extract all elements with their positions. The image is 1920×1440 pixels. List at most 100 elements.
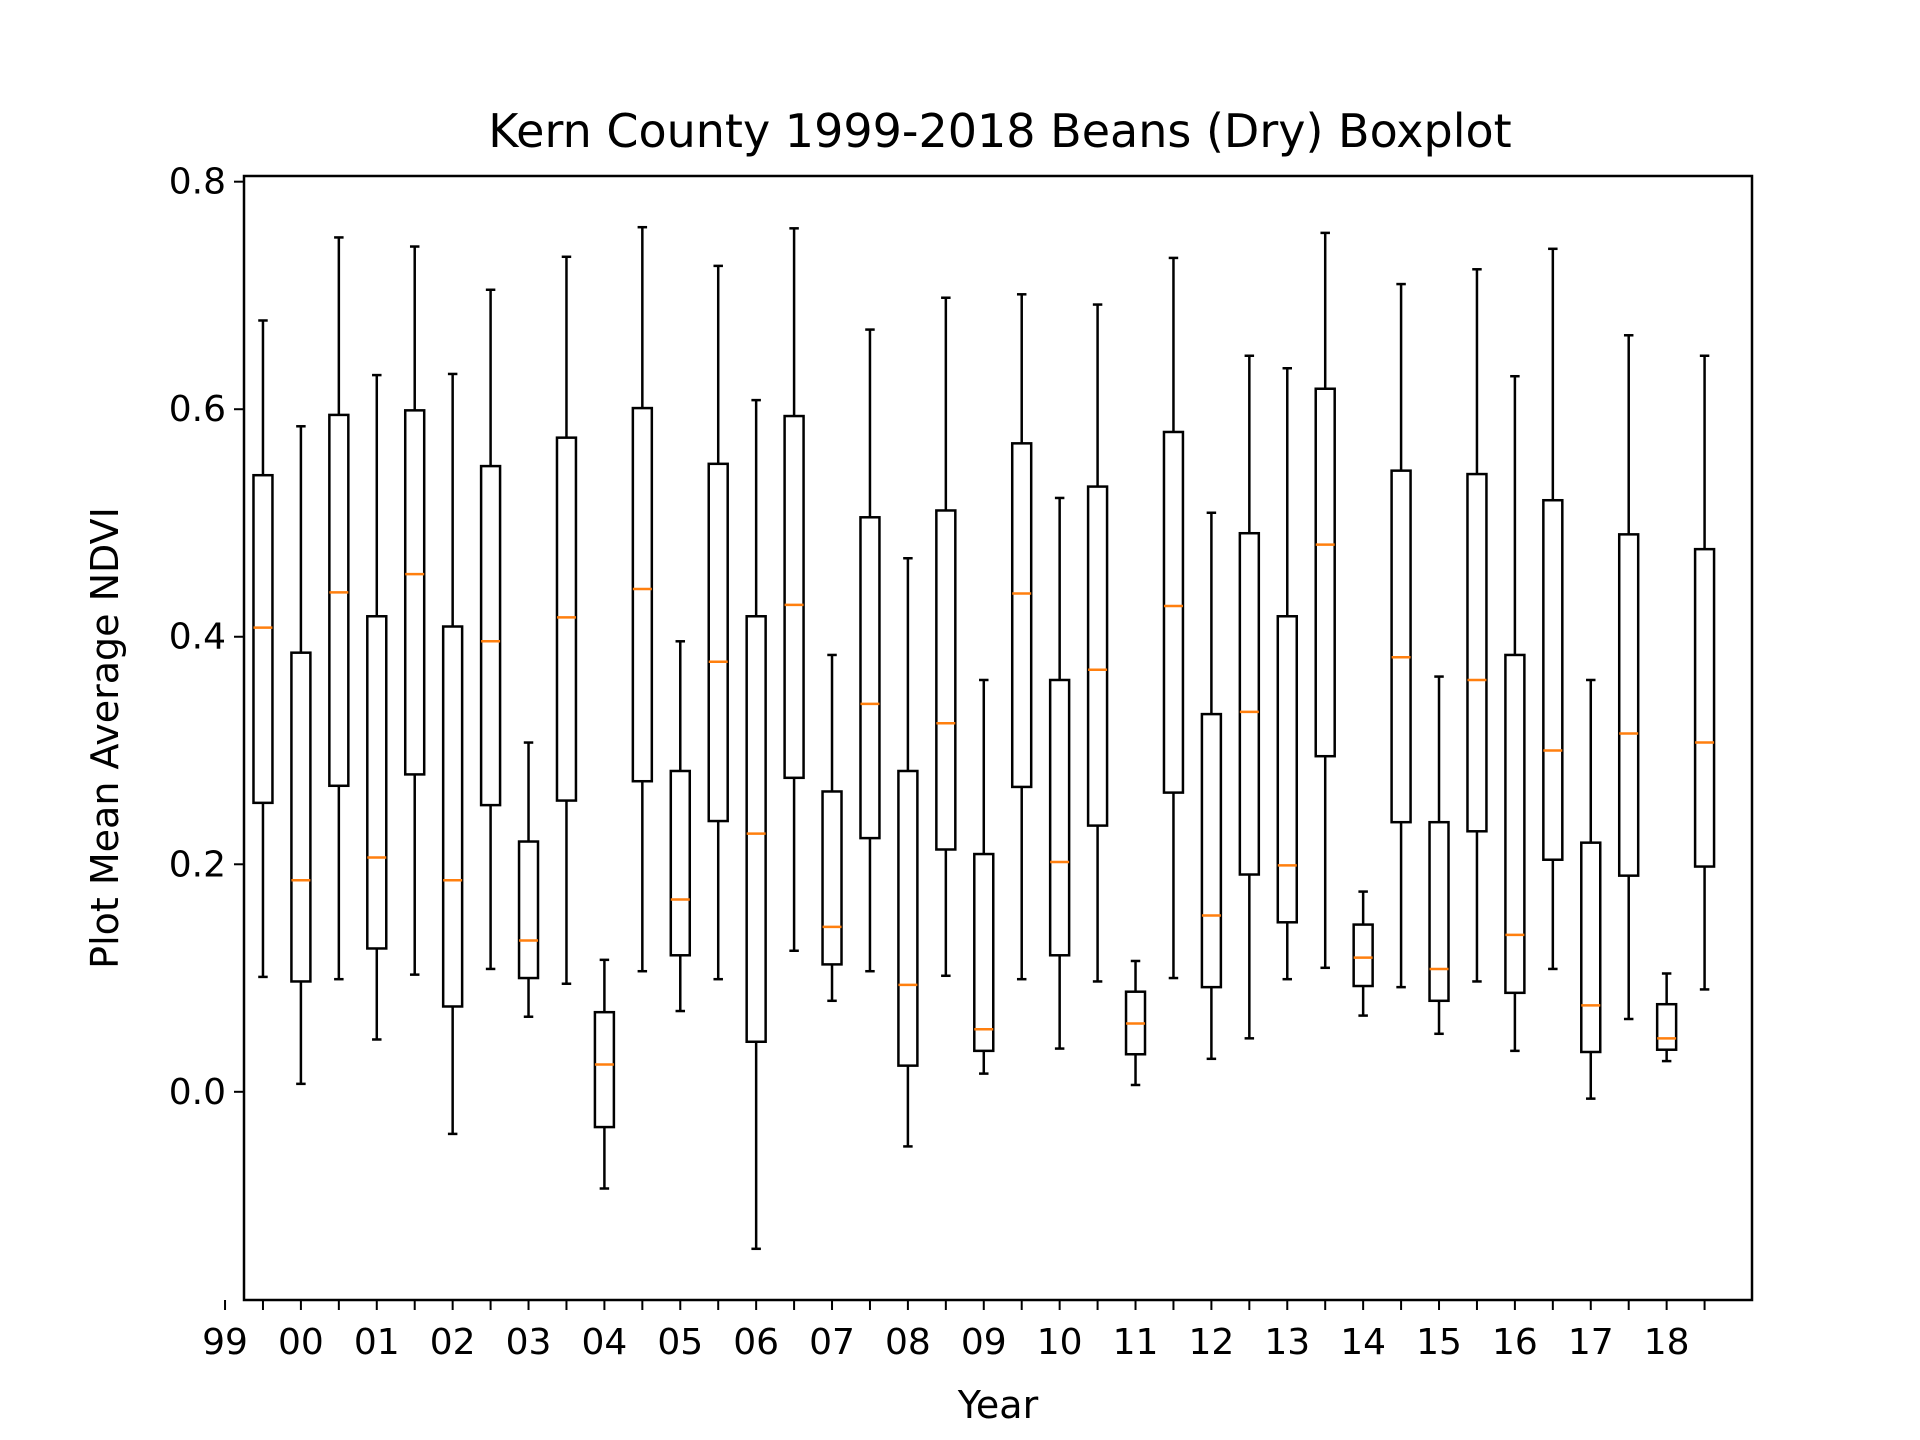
box-iqr (1693, 547, 1716, 868)
box-iqr (897, 769, 919, 1067)
box-iqr (631, 406, 654, 783)
box-33 (1466, 268, 1488, 983)
box-7 (479, 288, 502, 971)
box-iqr (1466, 472, 1488, 833)
box-6 (441, 372, 464, 1136)
box-iqr (1162, 430, 1185, 794)
x-tick-label: 00 (278, 1322, 324, 1363)
box-28 (1276, 367, 1299, 981)
box-26 (1200, 511, 1223, 1061)
box-iqr (783, 414, 805, 780)
box-14 (745, 398, 767, 1251)
box-iqr (403, 409, 426, 776)
box-iqr (1655, 1002, 1678, 1051)
x-axis-title: Year (957, 1383, 1039, 1427)
x-tick-label: 99 (202, 1322, 248, 1363)
box-iqr (479, 464, 502, 807)
box-iqr (935, 509, 957, 851)
box-29 (1314, 231, 1336, 970)
box-iqr (1238, 531, 1261, 876)
x-axis: 99 00 01 02 03 04 05 06 07 08 09 10 11 12 13 14 15 16 17 18 (202, 1300, 1706, 1363)
box-16 (821, 653, 843, 1003)
y-tick-label: 0.8 (169, 162, 226, 203)
box-36 (1580, 678, 1602, 1100)
box-iqr (973, 852, 995, 1053)
box-19 (935, 296, 957, 978)
box-38 (1655, 972, 1678, 1063)
box-iqr (555, 436, 578, 802)
box-34 (1504, 374, 1526, 1053)
box-iqr (1276, 615, 1299, 924)
x-tick-label: 18 (1644, 1322, 1690, 1363)
box-iqr (1428, 820, 1450, 1003)
box-iqr (328, 413, 350, 788)
box-32 (1428, 675, 1450, 1036)
x-tick-label: 10 (1037, 1322, 1083, 1363)
box-39 (1693, 354, 1716, 991)
box-iqr (252, 473, 274, 805)
box-11 (631, 225, 654, 973)
box-18 (897, 557, 919, 1148)
chart-title: Kern County 1999-2018 Beans (Dry) Boxplo… (488, 104, 1511, 158)
x-tick-label: 03 (506, 1322, 552, 1363)
x-tick-label: 06 (733, 1322, 779, 1363)
box-27 (1238, 354, 1261, 1040)
x-tick-label: 12 (1188, 1322, 1234, 1363)
box-iqr (821, 790, 843, 966)
x-tick-label: 17 (1568, 1322, 1614, 1363)
box-8 (517, 741, 540, 1018)
box-3 (328, 236, 350, 981)
box-30 (1352, 890, 1374, 1017)
box-iqr (669, 769, 692, 957)
box-25 (1162, 256, 1185, 980)
box-17 (859, 328, 881, 973)
x-tick-label: 07 (809, 1322, 855, 1363)
box-21 (1010, 293, 1033, 981)
y-axis: 0.0 0.2 0.4 0.6 0.8 (169, 162, 244, 1113)
box-13 (707, 264, 729, 981)
box-4 (366, 373, 388, 1041)
x-tick-label: 02 (430, 1322, 476, 1363)
box-2 (290, 425, 312, 1086)
box-iqr (1086, 485, 1109, 827)
box-iqr (593, 1010, 616, 1129)
box-37 (1617, 334, 1640, 1021)
box-31 (1390, 282, 1412, 989)
box-iqr (517, 840, 540, 980)
box-1 (252, 319, 274, 979)
box-iqr (859, 516, 881, 840)
box-23 (1086, 303, 1109, 983)
box-15 (783, 227, 805, 952)
box-iqr (1048, 678, 1071, 957)
box-iqr (1314, 387, 1336, 758)
box-iqr (1200, 712, 1223, 989)
box-5 (403, 245, 426, 976)
box-9 (555, 255, 578, 985)
x-tick-label: 09 (961, 1322, 1007, 1363)
box-iqr (1010, 442, 1033, 789)
box-iqr (1542, 498, 1564, 861)
x-tick-label: 14 (1340, 1322, 1386, 1363)
box-iqr (366, 615, 388, 950)
box-10 (593, 958, 616, 1190)
x-tick-label: 05 (657, 1322, 703, 1363)
y-tick-label: 0.2 (169, 844, 226, 885)
x-tick-label: 15 (1416, 1322, 1462, 1363)
x-tick-label: 16 (1492, 1322, 1538, 1363)
box-iqr (1352, 923, 1374, 988)
box-iqr (290, 651, 312, 983)
box-24 (1124, 959, 1147, 1087)
plot-area (252, 225, 1716, 1251)
x-tick-label: 01 (354, 1322, 400, 1363)
box-20 (973, 678, 995, 1075)
x-tick-label: 13 (1264, 1322, 1310, 1363)
y-axis-title: Plot Mean Average NDVI (83, 507, 127, 969)
box-35 (1542, 247, 1564, 971)
y-tick-label: 0.0 (169, 1072, 226, 1113)
x-tick-label: 08 (885, 1322, 931, 1363)
box-iqr (1390, 469, 1412, 824)
plot-frame (242, 174, 1754, 1302)
y-tick-label: 0.6 (169, 389, 226, 430)
x-tick-label: 04 (581, 1322, 627, 1363)
